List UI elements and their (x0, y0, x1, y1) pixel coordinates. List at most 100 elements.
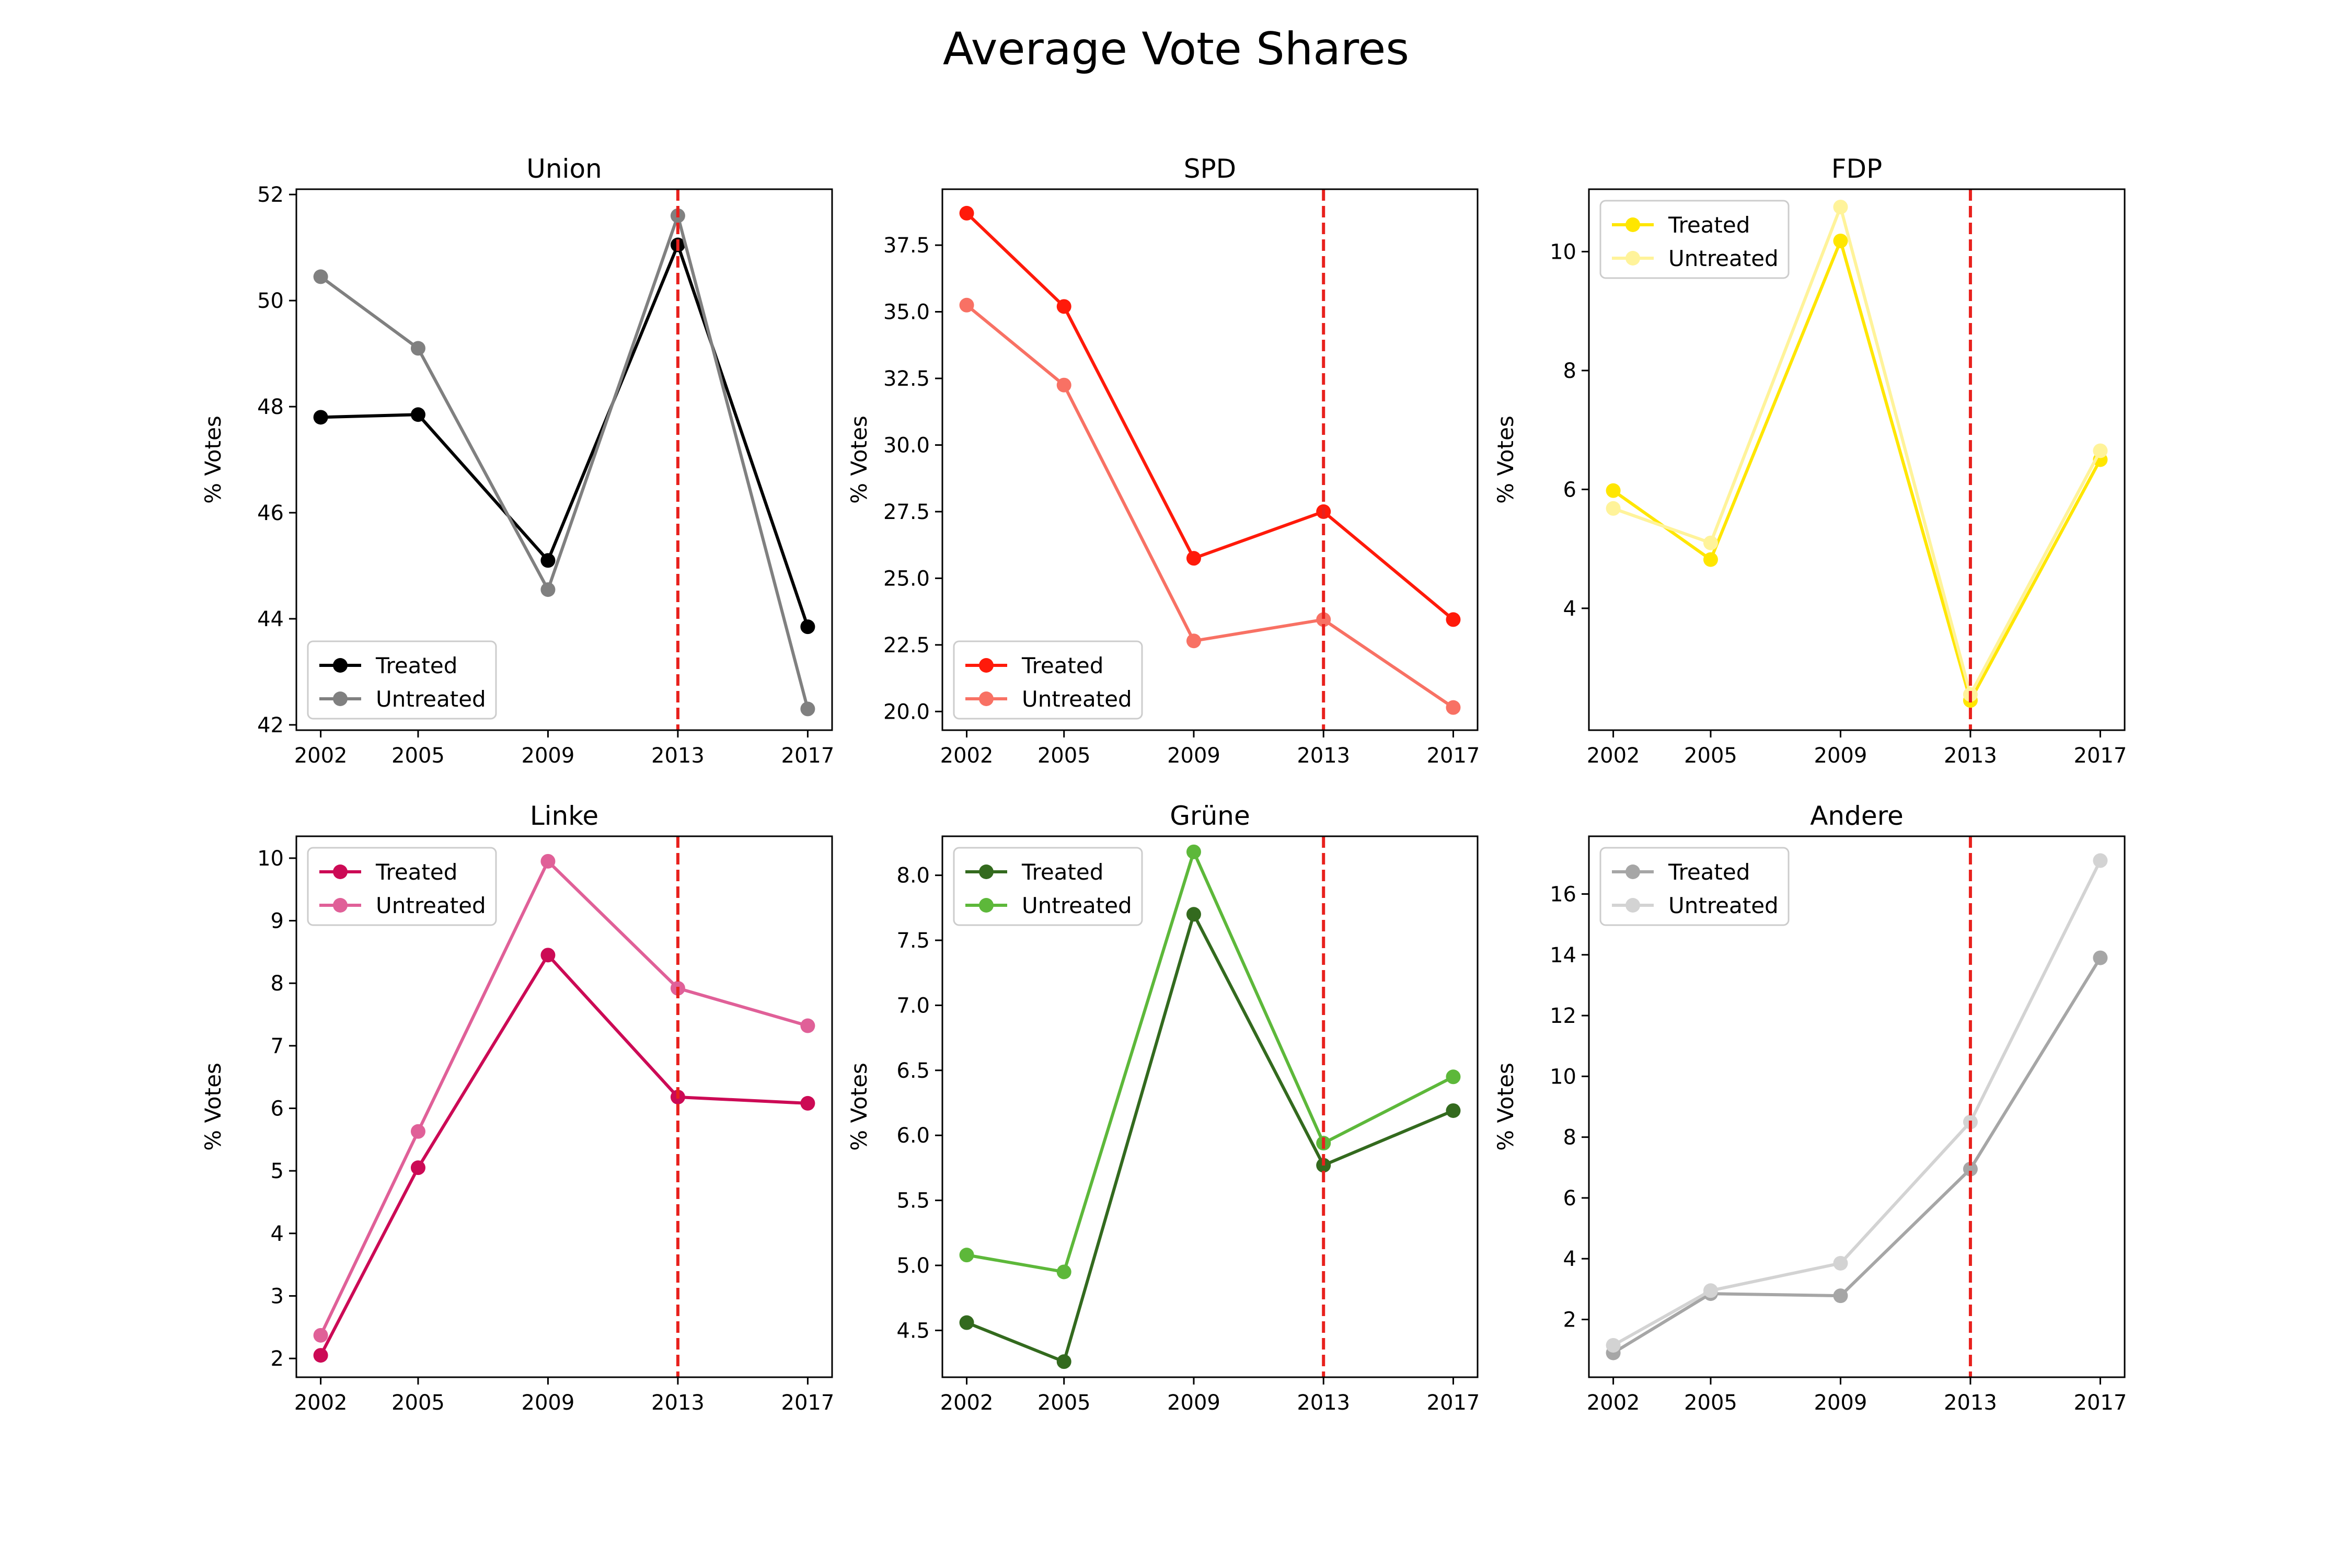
y-tick-label-spd: 35.0 (883, 301, 930, 325)
x-tick-label-fdp: 2013 (1944, 744, 1997, 768)
data-point-untreated-spd (1056, 377, 1071, 393)
x-tick-label-grune: 2013 (1297, 1391, 1350, 1415)
subplot-spd: SPD % Votes 2002 2005 2009 2013 2017 20.0 22.5 25… (846, 154, 1480, 768)
data-point-untreated-union (410, 341, 425, 356)
x-tick-label-union: 2002 (294, 744, 348, 768)
x-tick-label-andere: 2017 (2074, 1391, 2127, 1415)
series-line-untreated-union (319, 214, 810, 710)
legend-grune: Treated Untreated (953, 847, 1143, 926)
subplot-andere: Andere % Votes 2002 2005 2009 2013 2017 2 4 6 8 10 1… (1493, 801, 2127, 1415)
x-tick-label-grune: 2005 (1037, 1391, 1091, 1415)
series-line-treated-spd (965, 212, 1455, 621)
x-tick-label-spd: 2013 (1297, 744, 1350, 768)
data-point-untreated-linke (410, 1124, 425, 1139)
data-point-untreated-spd (1316, 612, 1331, 627)
y-axis-label-andere: % Votes (1493, 1063, 1518, 1151)
data-point-treated-union (410, 407, 425, 422)
x-tick-label-union: 2005 (391, 744, 445, 768)
plot-area-spd (959, 189, 1461, 730)
x-tick-label-grune: 2009 (1167, 1391, 1220, 1415)
data-point-treated-grune (1446, 1103, 1461, 1118)
data-point-treated-linke (540, 948, 556, 963)
axes-frame-linke (295, 835, 833, 1378)
series-line-treated-fdp (1612, 239, 2102, 702)
subplot-title-andere: Andere (1810, 801, 1904, 831)
y-tick-label-linke: 3 (271, 1284, 284, 1308)
legend-swatch-marker-untreated-fdp (1625, 251, 1640, 266)
y-tick-label-grune: 5.0 (896, 1254, 930, 1278)
legend-andere: Treated Untreated (1599, 847, 1790, 926)
series-line-treated-andere (1612, 957, 2102, 1355)
x-tick-label-spd: 2005 (1037, 744, 1091, 768)
legend-label-treated-andere: Treated (1668, 859, 1750, 885)
legend-swatch-marker-treated-grune (979, 864, 994, 879)
data-point-treated-fdp (1703, 552, 1718, 567)
data-point-untreated-fdp (1833, 200, 1848, 215)
legend-swatch-marker-treated-fdp (1625, 217, 1640, 232)
plot-area-fdp (1606, 189, 2108, 730)
data-point-untreated-spd (1186, 633, 1201, 649)
legend-union: Treated Untreated (307, 640, 497, 720)
y-tick-label-fdp: 8 (1563, 359, 1576, 383)
legend-swatch-marker-treated-linke (333, 864, 348, 879)
y-tick-label-andere: 12 (1550, 1004, 1576, 1028)
x-tick-label-andere: 2005 (1684, 1391, 1737, 1415)
subplot-title-linke: Linke (530, 801, 598, 831)
legend-swatch-marker-untreated-union (333, 691, 348, 706)
y-tick-label-linke: 2 (271, 1347, 284, 1371)
x-tick-label-spd: 2002 (940, 744, 994, 768)
legend-fdp: Treated Untreated (1599, 200, 1790, 279)
x-tick-label-union: 2013 (651, 744, 705, 768)
data-point-untreated-grune (1056, 1264, 1071, 1279)
y-tick-label-spd: 32.5 (883, 367, 930, 391)
subplot-linke: Linke % Votes 2002 2005 2009 2013 2017 2 3 4 5 6 7 8 9… (200, 801, 834, 1415)
y-tick-label-grune: 6.5 (896, 1059, 930, 1083)
y-tick-label-spd: 22.5 (883, 633, 930, 658)
data-point-untreated-spd (959, 297, 974, 313)
subplot-grune: Grüne % Votes 2002 2005 2009 2013 2017 4.5 5.0 5.… (846, 801, 1480, 1415)
data-point-treated-union (800, 619, 815, 635)
data-point-treated-union (313, 410, 328, 425)
subplot-union: Union % Votes 2002 2005 2009 2013 2017 42 44 46 48… (200, 154, 834, 768)
x-tick-label-andere: 2009 (1814, 1391, 1867, 1415)
y-tick-label-andere: 6 (1563, 1186, 1576, 1210)
data-point-treated-grune (1056, 1354, 1071, 1369)
y-tick-label-grune: 7.0 (896, 994, 930, 1018)
legend-label-treated-grune: Treated (1021, 859, 1103, 885)
legend-spd: Treated Untreated (953, 640, 1143, 720)
subplot-title-union: Union (526, 154, 602, 184)
subplot-title-grune: Grüne (1170, 801, 1250, 831)
y-tick-label-grune: 6.0 (896, 1124, 930, 1148)
x-tick-label-spd: 2017 (1427, 744, 1480, 768)
axes-frame-grune (941, 835, 1479, 1378)
y-tick-label-linke: 10 (257, 847, 284, 871)
y-axis-label-spd: % Votes (846, 416, 872, 504)
y-tick-label-grune: 7.5 (896, 929, 930, 953)
x-tick-label-linke: 2013 (651, 1391, 705, 1415)
y-tick-label-fdp: 10 (1550, 240, 1576, 264)
data-point-treated-fdp (1833, 233, 1848, 248)
subplot-title-fdp: FDP (1831, 154, 1882, 184)
y-tick-label-union: 46 (257, 501, 284, 525)
y-tick-label-spd: 27.5 (883, 500, 930, 524)
x-tick-label-linke: 2009 (522, 1391, 575, 1415)
data-point-untreated-fdp (2093, 443, 2108, 458)
y-axis-label-union: % Votes (200, 416, 226, 504)
data-point-untreated-andere (1703, 1283, 1718, 1298)
axes-frame-fdp (1588, 188, 2126, 731)
legend-label-treated-union: Treated (375, 653, 457, 678)
y-tick-label-linke: 9 (271, 909, 284, 933)
plot-area-linke (313, 836, 815, 1377)
series-line-treated-grune (966, 913, 1454, 1364)
axes-frame-andere (1588, 835, 2126, 1378)
data-point-untreated-union (313, 269, 328, 284)
legend-swatch-marker-untreated-linke (333, 898, 348, 913)
legend-swatch-marker-untreated-spd (979, 691, 994, 706)
data-point-treated-union (540, 553, 556, 568)
data-point-untreated-spd (1446, 700, 1461, 715)
x-tick-label-andere: 2013 (1944, 1391, 1997, 1415)
data-point-treated-grune (959, 1315, 974, 1330)
y-tick-label-union: 50 (257, 289, 284, 313)
x-tick-label-union: 2009 (522, 744, 575, 768)
data-point-treated-linke (800, 1096, 815, 1111)
